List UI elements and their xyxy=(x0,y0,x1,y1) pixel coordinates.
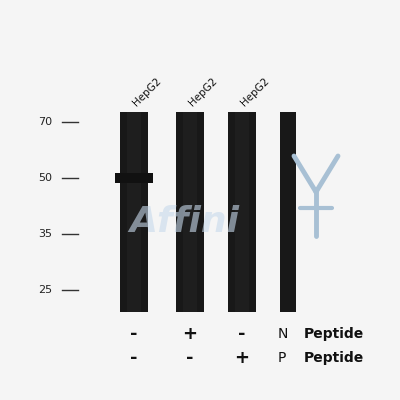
Text: HepG2: HepG2 xyxy=(187,76,219,108)
Text: P: P xyxy=(278,351,286,365)
Bar xyxy=(183,112,197,312)
Text: -: - xyxy=(130,349,138,367)
Bar xyxy=(127,112,141,312)
Bar xyxy=(120,112,148,312)
Text: -: - xyxy=(186,349,194,367)
Text: 50: 50 xyxy=(38,173,52,183)
Text: Peptide: Peptide xyxy=(304,327,364,341)
Bar xyxy=(280,112,296,312)
Text: 70: 70 xyxy=(38,117,52,127)
Text: 25: 25 xyxy=(38,285,52,295)
Bar xyxy=(115,173,153,183)
Text: +: + xyxy=(182,325,198,343)
Bar xyxy=(176,112,204,312)
Text: HepG2: HepG2 xyxy=(239,76,271,108)
Bar xyxy=(235,112,249,312)
Text: Peptide: Peptide xyxy=(304,351,364,365)
Text: 35: 35 xyxy=(38,229,52,239)
Bar xyxy=(228,112,256,312)
Text: -: - xyxy=(238,325,246,343)
Text: -: - xyxy=(130,325,138,343)
Text: Affini: Affini xyxy=(129,205,239,239)
Text: HepG2: HepG2 xyxy=(131,76,163,108)
Text: N: N xyxy=(278,327,288,341)
Text: +: + xyxy=(234,349,250,367)
